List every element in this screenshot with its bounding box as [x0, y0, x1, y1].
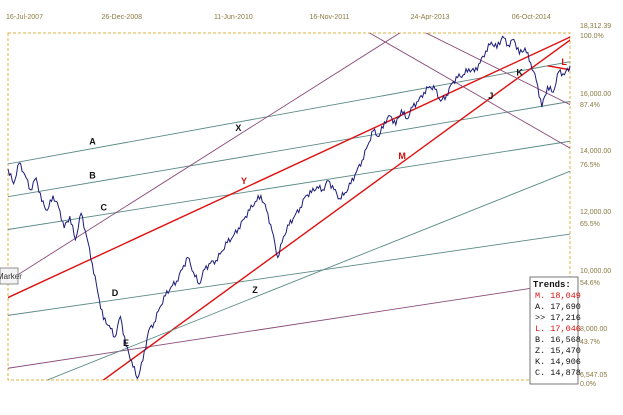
trendline-label-j: J — [488, 91, 493, 101]
trendline-a — [8, 61, 570, 165]
y-tick-percent: 100.0% — [580, 33, 604, 40]
trends-panel-row: B. 16,568 — [535, 335, 581, 345]
y-tick-percent: 65.5% — [580, 221, 600, 228]
trends-panel-row: K. 14,906 — [535, 357, 581, 367]
trendline-j — [368, 33, 570, 149]
x-tick-label: 24-Apr-2013 — [411, 14, 450, 21]
x-tick-label: 06-Oct-2014 — [512, 14, 551, 21]
trends-panel-row: >> 17,216 — [535, 313, 581, 323]
marker-tab[interactable]: Marker — [0, 267, 22, 285]
trends-panel-box — [529, 276, 579, 385]
trendline-k — [425, 33, 570, 106]
trendline-l — [547, 65, 570, 71]
y-tick-value: 16,000.00 — [580, 91, 611, 98]
trends-panel-row: L. 17,046 — [535, 324, 581, 334]
trendline-b — [8, 101, 570, 198]
trendline-e — [8, 281, 570, 369]
trendline-c — [8, 140, 570, 230]
trendline-label-y: Y — [241, 176, 247, 186]
trendline-y — [8, 36, 570, 299]
trendline-m — [103, 39, 570, 380]
trendline-label-c: C — [101, 203, 108, 213]
trendline-d — [8, 233, 570, 316]
price-series-line — [7, 35, 571, 380]
x-tick-label: 16-Jul-2007 — [6, 14, 43, 21]
trends-panel-row: C. 14,878 — [535, 368, 581, 378]
y-tick-value: 8,000.00 — [580, 326, 607, 333]
trends-panel-row: A. 17,690 — [535, 302, 581, 312]
plot-frame — [7, 32, 571, 381]
trendline-label-a: A — [89, 137, 96, 147]
y-tick-value: 18,312.39 — [580, 23, 611, 30]
trendlines-layer — [8, 33, 570, 380]
trendline-label-d: D — [112, 288, 119, 298]
trends-panel-row: M. 18,049 — [535, 291, 581, 301]
y-tick-value: 12,000.00 — [580, 209, 611, 216]
price-layer — [7, 35, 571, 380]
y-tick-value: 10,000.00 — [580, 268, 611, 275]
x-tick-label: 16-Nov-2011 — [309, 14, 349, 21]
y-tick-percent: 87.4% — [580, 102, 600, 109]
trendline-label-b: B — [89, 170, 96, 180]
trends-panel-row: Z. 15,470 — [535, 346, 581, 356]
x-tick-label: 26-Dec-2008 — [102, 14, 143, 21]
trendline-z — [47, 170, 570, 380]
trendline-label-k: K — [516, 67, 523, 77]
trendline-label-e: E — [123, 338, 129, 348]
trendline-label-l: L — [561, 57, 567, 67]
trendline-label-z: Z — [252, 285, 258, 295]
y-tick-percent: 54.6% — [580, 280, 600, 287]
trendline-x — [8, 33, 401, 282]
trendline-labels-layer: A B C D E Y M X Z J K L — [89, 57, 567, 348]
marker-tab-label: Marker — [0, 272, 22, 281]
y-tick-percent: 76.5% — [580, 162, 600, 169]
trendline-label-m: M — [398, 151, 406, 161]
y-tick-value: 6,547.05 — [580, 372, 607, 379]
trendline-label-x: X — [235, 123, 241, 133]
y-tick-percent: 43.7% — [580, 339, 600, 346]
y-axis: 18,312.39 100.0% 16,000.00 87.4% 14,000.00 76… — [580, 23, 611, 388]
x-axis: 16-Jul-2007 26-Dec-2008 11-Jun-2010 16-Nov-… — [6, 14, 551, 21]
trends-panel-title: Trends: — [533, 280, 571, 290]
x-tick-label: 11-Jun-2010 — [214, 14, 253, 21]
y-tick-value: 14,000.00 — [580, 148, 611, 155]
y-tick-percent: 0.0% — [580, 381, 596, 388]
